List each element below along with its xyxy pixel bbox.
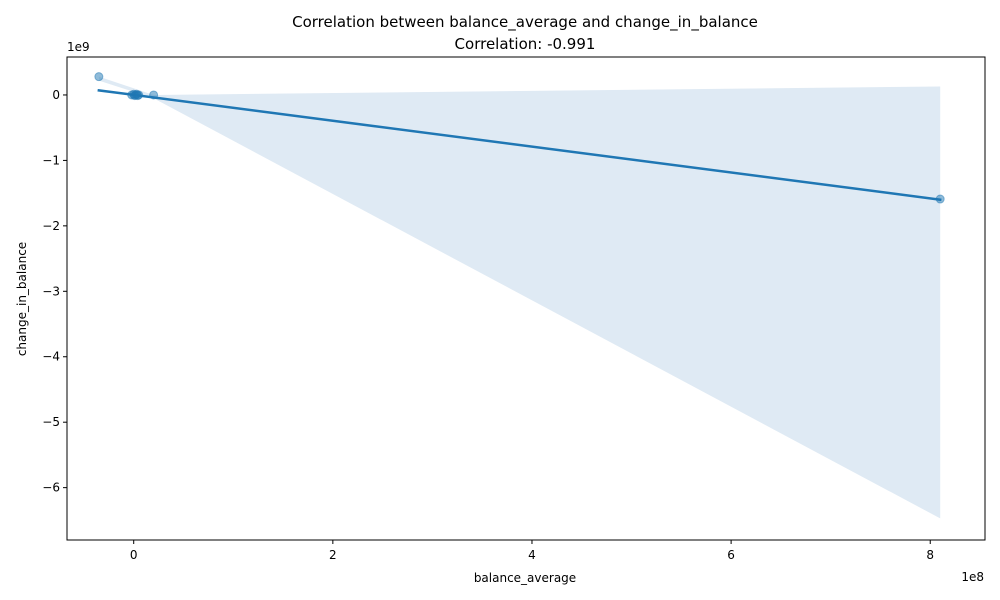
x-tick-label: 4: [528, 548, 536, 562]
x-tick-label: 0: [130, 548, 138, 562]
y-axis-offset-label: 1e9: [67, 40, 90, 54]
confidence-band-layer: [98, 76, 941, 519]
scatter-point: [134, 90, 144, 100]
y-tick-label: 0: [52, 88, 60, 102]
plot-frame: [66, 56, 986, 541]
y-tick-label: −1: [42, 153, 60, 167]
x-axis-offset-label: 1e8: [961, 570, 984, 584]
regression-line: [97, 88, 942, 202]
y-tick-label: −6: [42, 481, 60, 495]
y-tick-label: −5: [42, 415, 60, 429]
x-tick-label: 6: [727, 548, 735, 562]
y-axis-label: change_in_balance: [15, 242, 29, 356]
scatter-point: [94, 72, 104, 82]
y-tick-label: −4: [42, 350, 60, 364]
chart-title: Correlation between balance_average and …: [292, 13, 758, 32]
y-tick-label: −3: [42, 284, 60, 298]
y-tick-label: −2: [42, 219, 60, 233]
y-axis-ticks: 0 −1 −2 −3 −4 −5 −6: [42, 88, 67, 495]
confidence-band: [98, 76, 941, 519]
scatter-point: [935, 194, 945, 204]
scatter-points-layer: [94, 72, 945, 204]
x-tick-label: 8: [926, 548, 934, 562]
x-tick-label: 2: [329, 548, 337, 562]
chart-subtitle: Correlation: -0.991: [455, 35, 596, 53]
x-axis-label: balance_average: [474, 571, 576, 585]
regression-line-layer: [97, 88, 942, 202]
x-axis-ticks: 0 2 4 6 8: [130, 540, 934, 562]
scatter-point: [149, 90, 159, 100]
